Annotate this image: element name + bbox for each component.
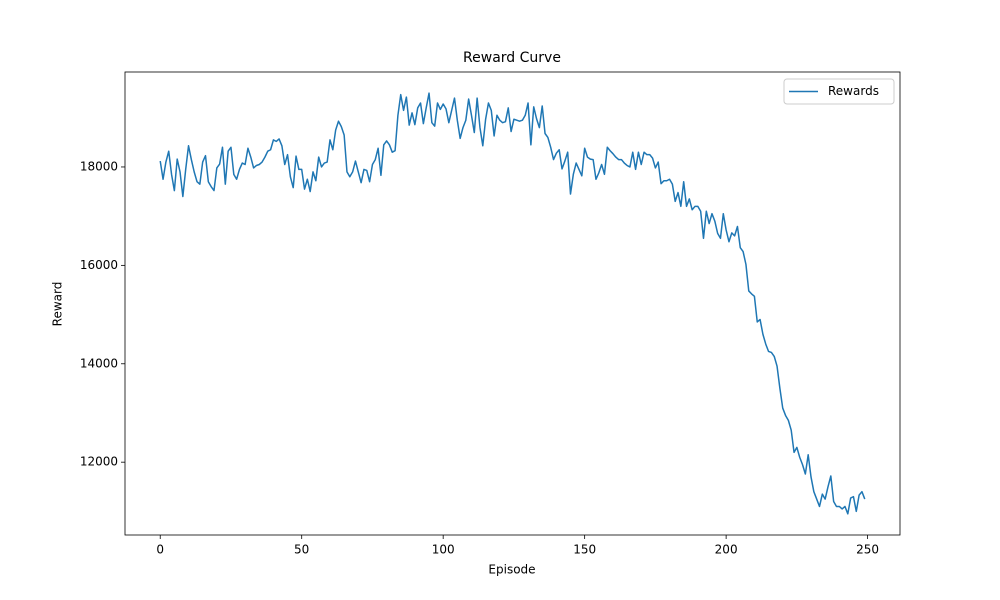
x-axis-label: Episode xyxy=(488,563,535,577)
line-series xyxy=(159,92,866,515)
x-tick-label: 100 xyxy=(432,543,455,557)
x-tick-label: 150 xyxy=(573,543,596,557)
x-tick-label: 50 xyxy=(294,543,309,557)
chart-title: Reward Curve xyxy=(463,50,561,66)
y-tick-label: 14000 xyxy=(80,356,118,370)
legend-label: Rewards xyxy=(828,84,879,98)
plot-frame xyxy=(124,71,901,536)
x-tick-label: 0 xyxy=(156,543,164,557)
y-tick-label: 12000 xyxy=(80,455,118,469)
x-tick-label: 200 xyxy=(715,543,738,557)
legend-box xyxy=(783,78,895,105)
y-axis-label: Reward xyxy=(51,282,65,327)
x-tick-label: 250 xyxy=(856,543,879,557)
legend: Rewards xyxy=(783,78,895,105)
y-tick-label: 18000 xyxy=(80,159,118,173)
y-tick-label: 16000 xyxy=(80,258,118,272)
